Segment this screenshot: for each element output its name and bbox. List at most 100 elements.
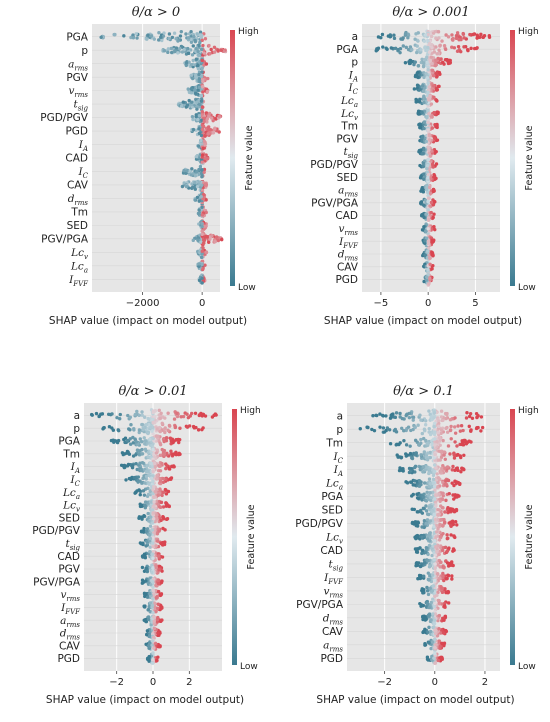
x-tick-label: 5 (472, 298, 478, 309)
shap-point (126, 462, 131, 467)
x-tick-label: −2 (109, 677, 124, 688)
shap-point (128, 415, 133, 419)
shap-point (423, 33, 428, 37)
shap-point (208, 52, 212, 56)
shap-point (428, 629, 433, 634)
shap-point (148, 633, 152, 638)
shap-point (206, 128, 211, 132)
shap-point (149, 425, 153, 430)
shap-point (200, 222, 204, 226)
feature-label: drms (68, 193, 89, 207)
shap-point (159, 500, 164, 505)
shap-point (148, 437, 152, 442)
shap-point (147, 533, 152, 537)
shap-point (200, 175, 204, 179)
shap-point (404, 454, 408, 458)
feature-label: Lca (70, 260, 88, 274)
shap-point (434, 493, 438, 498)
shap-point (204, 234, 208, 239)
shap-point (459, 455, 463, 460)
shap-point (449, 508, 454, 512)
shap-point (420, 57, 424, 62)
shap-point (430, 484, 434, 489)
feature-label: SED (67, 220, 88, 232)
shap-point (202, 139, 207, 144)
shap-point (439, 518, 443, 522)
shap-point (200, 160, 204, 164)
shap-point (441, 523, 445, 528)
shap-point (440, 548, 445, 553)
shap-point (166, 50, 170, 55)
shap-point (393, 46, 398, 51)
shap-point (161, 34, 166, 38)
shap-point (438, 499, 442, 503)
shap-point (160, 618, 164, 622)
shap-point (154, 544, 158, 548)
shap-point (211, 130, 216, 135)
shap-point (195, 169, 199, 174)
feature-label: p (351, 57, 358, 69)
shap-point (419, 48, 423, 52)
feature-label: a (74, 410, 80, 422)
colorbar-low-label: Low (518, 283, 536, 293)
shap-point (171, 452, 175, 456)
shap-point (137, 413, 141, 418)
shap-point (144, 439, 148, 443)
shap-point (447, 546, 451, 550)
shap-point (427, 276, 432, 280)
shap-point (422, 525, 426, 530)
shap-point (425, 163, 430, 168)
shap-point (475, 425, 479, 430)
shap-point (434, 162, 439, 166)
shap-point (182, 181, 186, 185)
shap-point (396, 455, 400, 459)
shap-point (143, 442, 147, 446)
colorbar (510, 30, 515, 286)
shap-point (447, 491, 451, 496)
shap-point (140, 413, 144, 417)
shap-point (449, 437, 453, 441)
shap-point (145, 629, 150, 633)
shap-point (425, 585, 429, 590)
shap-point (440, 497, 444, 501)
shap-point (176, 51, 180, 55)
shap-point (432, 110, 436, 115)
shap-point (480, 425, 485, 430)
shap-point (432, 484, 437, 489)
shap-point (416, 510, 420, 514)
shap-point (141, 541, 145, 545)
shap-point (436, 507, 440, 512)
shap-point (429, 415, 433, 419)
shap-point (455, 444, 459, 448)
shap-point (182, 168, 186, 173)
shap-point (200, 213, 205, 217)
shap-point (415, 533, 420, 538)
shap-point (158, 592, 162, 596)
shap-point (418, 413, 422, 417)
shap-point (169, 46, 173, 51)
shap-point (420, 228, 425, 232)
shap-point (445, 533, 449, 537)
shap-point (210, 116, 214, 120)
shap-point (388, 442, 393, 446)
shap-point (453, 440, 457, 444)
shap-point (200, 33, 204, 38)
shap-point (432, 525, 436, 529)
shap-point (425, 166, 429, 171)
shap-point (433, 452, 437, 457)
shap-point (146, 450, 151, 455)
shap-point (176, 452, 181, 457)
shap-point (142, 415, 147, 419)
shap-point (146, 617, 151, 622)
shap-point (152, 37, 156, 41)
shap-point (427, 218, 431, 222)
shap-point (145, 539, 149, 543)
shap-point (422, 427, 427, 431)
shap-point (157, 529, 161, 533)
shap-point (419, 175, 423, 180)
shap-point (211, 118, 215, 123)
shap-point (421, 615, 425, 619)
shap-point (159, 411, 163, 416)
shap-point (152, 500, 156, 504)
shap-point (412, 87, 417, 91)
